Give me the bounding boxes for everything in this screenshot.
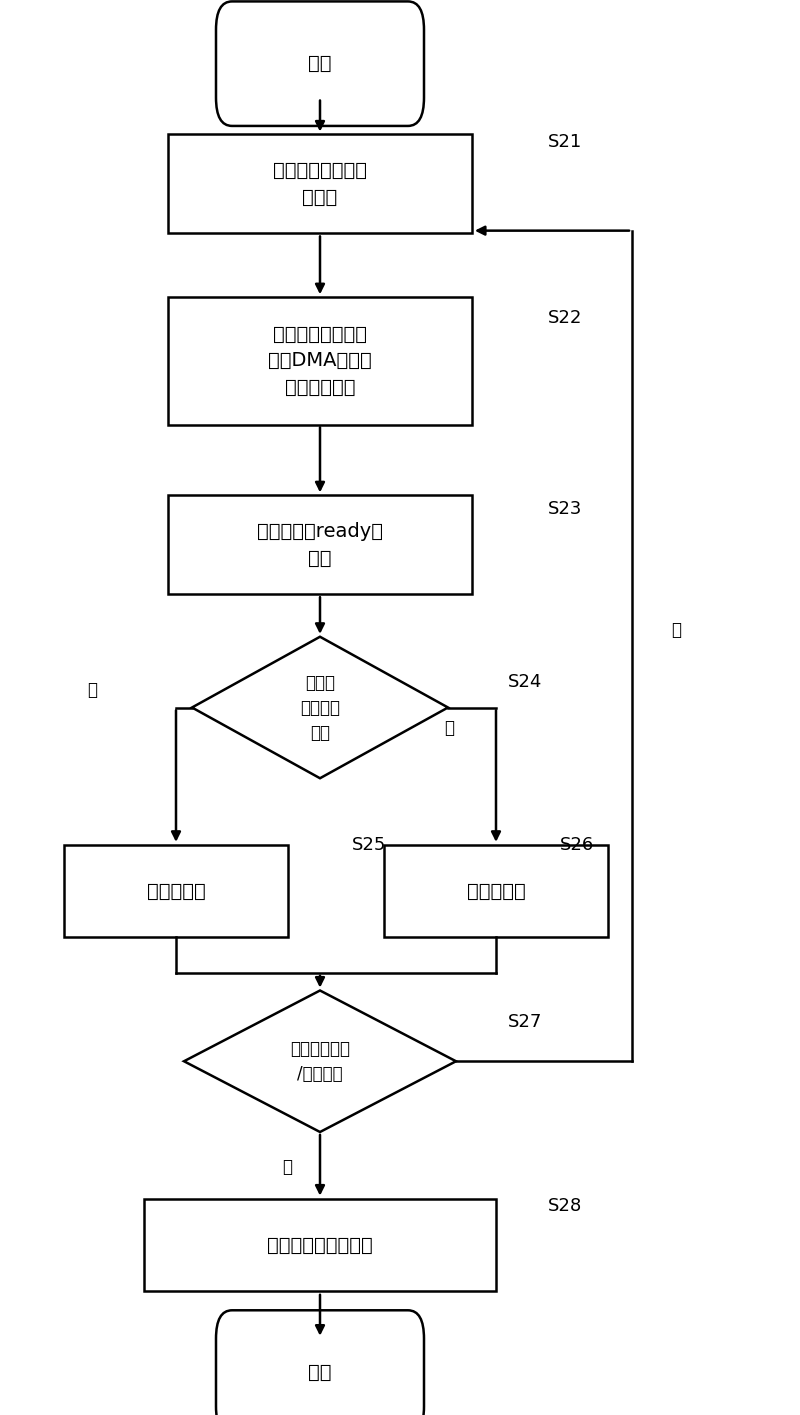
Text: 接口是否断开
/是否断电: 接口是否断开 /是否断电	[290, 1040, 350, 1082]
Text: 回写映射表及元数据: 回写映射表及元数据	[267, 1235, 373, 1255]
Text: S21: S21	[548, 133, 582, 150]
Text: 建立映射表及元数
据信息: 建立映射表及元数 据信息	[273, 161, 367, 207]
FancyBboxPatch shape	[168, 495, 472, 594]
Polygon shape	[192, 637, 448, 778]
Text: S28: S28	[548, 1197, 582, 1214]
Text: S27: S27	[508, 1013, 542, 1030]
Text: 是: 是	[282, 1159, 292, 1176]
Text: S25: S25	[352, 836, 386, 853]
FancyBboxPatch shape	[64, 846, 288, 938]
Text: 选择状态为ready的
通道: 选择状态为ready的 通道	[257, 522, 383, 567]
Polygon shape	[184, 990, 456, 1132]
Text: 开始: 开始	[308, 54, 332, 74]
Text: S22: S22	[548, 310, 582, 327]
Text: 主机端的待写数据
通过DMA方式，
传输到缓冲区: 主机端的待写数据 通过DMA方式， 传输到缓冲区	[268, 325, 372, 396]
Text: S23: S23	[548, 501, 582, 518]
Text: 否: 否	[444, 719, 454, 737]
Text: 否: 否	[671, 621, 681, 638]
FancyBboxPatch shape	[384, 846, 608, 938]
FancyBboxPatch shape	[168, 297, 472, 424]
Text: 读请求
队列是否
为空: 读请求 队列是否 为空	[300, 674, 340, 741]
FancyBboxPatch shape	[168, 134, 472, 233]
FancyBboxPatch shape	[144, 1200, 496, 1290]
Text: 结束: 结束	[308, 1363, 332, 1382]
Text: 处理写请求: 处理写请求	[146, 882, 206, 901]
Text: S24: S24	[508, 674, 542, 691]
Text: 处理读请求: 处理读请求	[466, 882, 526, 901]
Text: 是: 是	[87, 681, 97, 699]
Text: S26: S26	[560, 836, 594, 853]
FancyBboxPatch shape	[216, 1, 424, 126]
FancyBboxPatch shape	[216, 1310, 424, 1415]
